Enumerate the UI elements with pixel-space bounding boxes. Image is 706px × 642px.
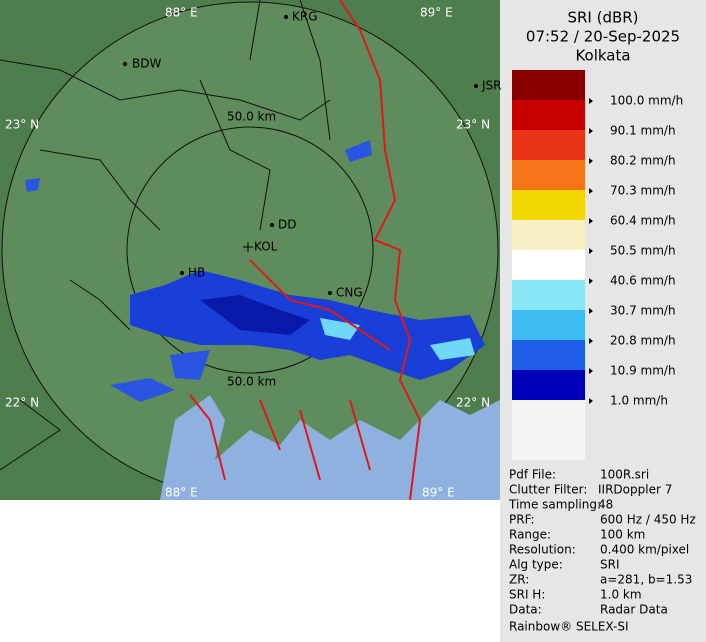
legend-arrow bbox=[589, 398, 593, 404]
district-borders bbox=[0, 0, 331, 471]
map bbox=[0, 0, 500, 501]
legend-arrow bbox=[589, 218, 593, 224]
legend-swatch bbox=[512, 130, 585, 160]
ring-label: 50.0 km bbox=[227, 110, 276, 124]
legend-swatch bbox=[512, 160, 585, 190]
info-key: Range: bbox=[509, 528, 551, 542]
info-value: 1.0 km bbox=[600, 588, 642, 602]
legend-label: 20.8 mm/h bbox=[610, 334, 676, 348]
lon-label: 89° E bbox=[420, 6, 453, 20]
info-value: a=281, b=1.53 bbox=[600, 573, 692, 587]
rain-core bbox=[200, 295, 310, 335]
legend-arrow bbox=[589, 248, 593, 254]
legend-arrow bbox=[589, 308, 593, 314]
ring-label: 50.0 km bbox=[227, 375, 276, 389]
info-key: Clutter Filter: bbox=[509, 483, 587, 497]
info-key: PRF: bbox=[509, 513, 535, 527]
info-value: Radar Data bbox=[600, 603, 668, 617]
legend-swatch bbox=[512, 70, 585, 100]
legend: SRI (dBR) 07:52 / 20-Sep-2025 Kolkata 10… bbox=[512, 9, 683, 460]
info-key: Pdf File: bbox=[509, 468, 556, 482]
legend-label: 60.4 mm/h bbox=[610, 214, 676, 228]
lat-label: 23° N bbox=[5, 118, 39, 132]
info-value: IIRDoppler 7 bbox=[598, 483, 672, 497]
state-borders bbox=[189, 0, 422, 501]
info-value: 100 km bbox=[600, 528, 645, 542]
info-key: SRI H: bbox=[509, 588, 545, 602]
legend-label: 90.1 mm/h bbox=[610, 124, 676, 138]
legend-title: SRI (dBR) bbox=[567, 9, 638, 27]
info-key: Data: bbox=[509, 603, 542, 617]
legend-station: Kolkata bbox=[575, 47, 630, 65]
legend-label: 1.0 mm/h bbox=[610, 394, 668, 408]
legend-swatch bbox=[512, 100, 585, 130]
lat-label: 23° N bbox=[456, 118, 490, 132]
legend-swatch bbox=[512, 370, 585, 400]
city-label: HB bbox=[188, 266, 205, 280]
legend-swatch bbox=[512, 190, 585, 220]
cities: KRG BDW JSR DD KOL HB CNG 50.0 km 50.0 k… bbox=[123, 10, 502, 389]
legend-label: 40.6 mm/h bbox=[610, 274, 676, 288]
legend-arrow bbox=[589, 128, 593, 134]
legend-arrow bbox=[589, 278, 593, 284]
legend-label: 50.5 mm/h bbox=[610, 244, 676, 258]
info-key: Time sampling: bbox=[508, 498, 601, 512]
legend-label: 100.0 mm/h bbox=[610, 94, 683, 108]
legend-arrow bbox=[589, 338, 593, 344]
legend-swatch bbox=[512, 250, 585, 280]
legend-swatch bbox=[512, 310, 585, 340]
city-label: DD bbox=[278, 218, 296, 232]
graticule-labels: 88° E 89° E 88° E 89° E 23° N 23° N 22° … bbox=[5, 6, 490, 500]
city-label: KOL bbox=[254, 240, 278, 254]
city-label: KRG bbox=[292, 10, 318, 24]
legend-label: 80.2 mm/h bbox=[610, 154, 676, 168]
rain-light bbox=[320, 318, 475, 360]
rain-band bbox=[130, 270, 485, 380]
lon-label: 89° E bbox=[422, 486, 455, 500]
info-key: ZR: bbox=[509, 573, 529, 587]
info-panel: Rainbow® SELEX-SI Pdf File: 100R.sri Clutt… bbox=[508, 468, 696, 634]
sea bbox=[160, 395, 500, 500]
lat-label: 22° N bbox=[5, 396, 39, 410]
legend-label: 30.7 mm/h bbox=[610, 304, 676, 318]
range-ring-inner bbox=[126, 126, 374, 374]
city-label: CNG bbox=[336, 286, 363, 300]
legend-arrow bbox=[589, 368, 593, 374]
legend-label: 70.3 mm/h bbox=[610, 184, 676, 198]
legend-time: 07:52 / 20-Sep-2025 bbox=[526, 28, 680, 46]
lon-label: 88° E bbox=[165, 486, 198, 500]
legend-label: 10.9 mm/h bbox=[610, 364, 676, 378]
info-key: Alg type: bbox=[509, 558, 563, 572]
legend-arrow bbox=[589, 158, 593, 164]
legend-arrow bbox=[589, 98, 593, 104]
legend-swatch bbox=[512, 340, 585, 370]
rain-patch bbox=[110, 350, 210, 402]
lat-label: 22° N bbox=[456, 396, 490, 410]
info-value: 0.400 km/pixel bbox=[600, 543, 689, 557]
legend-empty bbox=[512, 400, 585, 460]
legend-arrow bbox=[589, 188, 593, 194]
info-value: 600 Hz / 450 Hz bbox=[600, 513, 696, 527]
footer: Rainbow® SELEX-SI bbox=[509, 620, 629, 634]
legend-swatch bbox=[512, 220, 585, 250]
city-label: JSR bbox=[481, 79, 502, 93]
info-value: SRI bbox=[600, 558, 620, 572]
lon-label: 88° E bbox=[165, 6, 198, 20]
legend-swatch bbox=[512, 280, 585, 310]
info-value: 48 bbox=[598, 498, 613, 512]
info-value: 100R.sri bbox=[600, 468, 649, 482]
city-label: BDW bbox=[132, 57, 161, 71]
info-key: Resolution: bbox=[509, 543, 576, 557]
